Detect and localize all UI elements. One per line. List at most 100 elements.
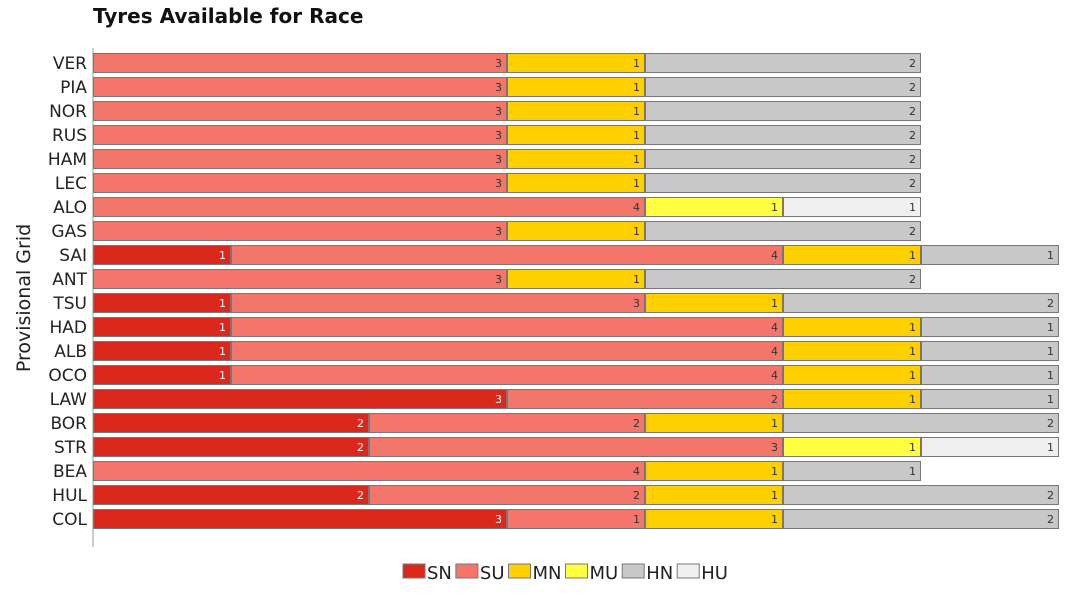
legend: SN SU MN MU HN HU [402,563,728,584]
bar-SU-ANT [93,269,507,289]
y-tick-label: RUS [52,126,87,146]
y-tick-label: HAM [48,150,87,170]
y-tick-label: HUL [52,486,87,506]
bar-value-label: 1 [771,489,778,502]
legend-label-SN: SN [427,563,452,584]
y-tick-label: ALO [53,198,87,218]
bar-MN-GAS [507,221,645,241]
y-ticks: VER PIA NOR RUS HAM LEC ALO GAS SAI ANT TSU HAD ALB O… [48,54,88,530]
bar-value-label: 2 [1047,513,1054,526]
y-tick-label: SAI [59,246,87,266]
bar-value-label: 4 [633,201,640,214]
bar-HN-GAS [645,221,921,241]
bar-MN-LAW [783,389,921,409]
bar-SN-SAI [93,245,231,265]
bar-value-label: 1 [1047,369,1054,382]
bar-SN-TSU [93,293,231,313]
bar-SU-COL [507,509,645,529]
y-tick-label: VER [53,54,87,74]
bar-HN-LAW [921,389,1059,409]
y-tick-label: HAD [49,318,87,338]
bar-MN-NOR [507,101,645,121]
bar-value-label: 2 [909,57,916,70]
bar-value-label: 1 [633,129,640,142]
y-tick-label: BOR [50,414,87,434]
y-tick-label: LAW [50,390,88,410]
bar-SN-LAW [93,389,507,409]
bar-SU-ALO [93,197,645,217]
bar-HN-BEA [783,461,921,481]
bar-value-label: 3 [495,105,502,118]
bar-value-label: 1 [633,57,640,70]
bar-value-label: 2 [909,273,916,286]
bar-SU-SAI [231,245,783,265]
bar-value-label: 1 [633,81,640,94]
legend-label-MN: MN [533,563,562,584]
y-tick-label: ALB [54,342,87,362]
bar-value-label: 3 [495,393,502,406]
bar-value-label: 1 [771,417,778,430]
bar-value-label: 1 [633,177,640,190]
legend-swatch-SN [402,563,426,579]
bar-SU-HAD [231,317,783,337]
bar-value-label: 1 [1047,345,1054,358]
bar-MN-OCO [783,365,921,385]
bar-value-label: 3 [495,81,502,94]
bar-value-label: 1 [633,273,640,286]
bar-SU-LEC [93,173,507,193]
bar-value-label: 1 [909,441,916,454]
bar-value-label: 3 [495,153,502,166]
bar-SU-GAS [93,221,507,241]
bar-HN-HAD [921,317,1059,337]
bar-HN-ANT [645,269,921,289]
bar-value-label: 3 [495,177,502,190]
bar-SU-LAW [507,389,783,409]
bar-value-label: 3 [771,441,778,454]
bar-HN-RUS [645,125,921,145]
bar-value-label: 1 [909,393,916,406]
y-tick-label: STR [54,438,87,458]
bar-SN-COL [93,509,507,529]
bar-SN-HAD [93,317,231,337]
legend-swatch-HU [676,563,700,579]
bar-MN-BEA [645,461,783,481]
bar-value-label: 2 [909,129,916,142]
bar-value-label: 1 [219,345,226,358]
bar-value-label: 1 [633,513,640,526]
bar-value-label: 2 [1047,489,1054,502]
bar-value-label: 1 [909,369,916,382]
bar-SU-ALB [231,341,783,361]
bar-value-label: 1 [219,369,226,382]
bar-value-label: 3 [495,225,502,238]
bar-value-label: 2 [771,393,778,406]
bar-value-label: 4 [633,465,640,478]
bar-MN-BOR [645,413,783,433]
bar-MU-STR [783,437,921,457]
bar-value-label: 1 [771,201,778,214]
bar-value-label: 2 [1047,417,1054,430]
bar-HN-HUL [783,485,1059,505]
bar-value-label: 1 [1047,321,1054,334]
bar-value-label: 2 [357,441,364,454]
bar-MN-LEC [507,173,645,193]
bar-HN-ALB [921,341,1059,361]
bar-HN-TSU [783,293,1059,313]
bar-MN-PIA [507,77,645,97]
y-tick-label: PIA [60,78,87,98]
bar-SU-PIA [93,77,507,97]
bar-SU-VER [93,53,507,73]
legend-label-MU: MU [590,563,619,584]
bar-value-label: 2 [909,81,916,94]
chart-title: Tyres Available for Race [93,4,363,28]
bar-value-label: 2 [909,105,916,118]
y-axis-label: Provisional Grid [13,224,35,372]
bar-value-label: 3 [495,513,502,526]
bar-value-label: 1 [219,297,226,310]
bar-HN-BOR [783,413,1059,433]
bar-value-label: 1 [633,225,640,238]
bar-value-label: 3 [495,57,502,70]
bar-HU-STR [921,437,1059,457]
bar-value-label: 1 [771,465,778,478]
legend-label-SU: SU [480,563,505,584]
bar-MN-ALB [783,341,921,361]
